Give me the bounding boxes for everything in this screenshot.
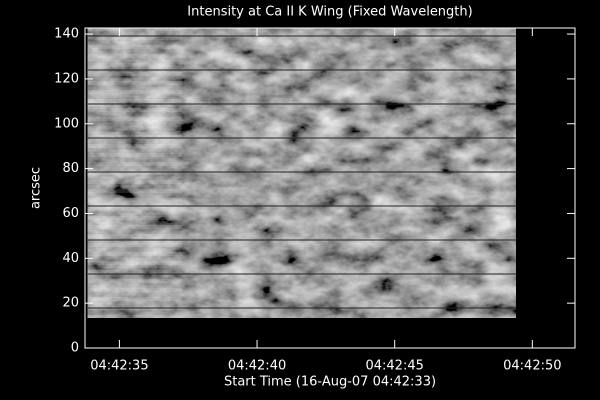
y-tick-label: 20 [62, 296, 79, 311]
x-axis-label: Start Time (16-Aug-07 04:42:33) [224, 375, 436, 390]
y-tick-label: 80 [62, 161, 79, 176]
image-bands [87, 28, 182, 318]
y-tick-label: 40 [62, 251, 79, 266]
y-tick-label: 100 [54, 116, 79, 131]
x-tick-label: 04:42:35 [90, 359, 148, 374]
x-tick-label: 04:42:40 [228, 359, 286, 374]
image-layer [87, 28, 516, 318]
y-tick-label: 0 [71, 341, 79, 356]
y-tick-label: 120 [54, 71, 79, 86]
y-axis-label: arcsec [29, 167, 44, 209]
x-tick-label: 04:42:45 [365, 359, 423, 374]
chart-title: Intensity at Ca II K Wing (Fixed Wavelen… [187, 5, 472, 20]
y-tick-label: 140 [54, 27, 79, 42]
x-tick-label: 04:42:50 [503, 359, 561, 374]
y-tick-label: 60 [62, 206, 79, 221]
plot-frame [84, 27, 576, 349]
